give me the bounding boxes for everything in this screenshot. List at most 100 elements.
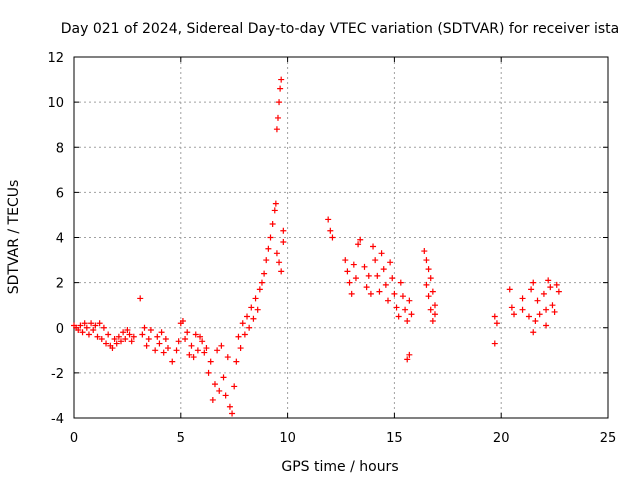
data-point — [421, 248, 428, 255]
data-point — [126, 331, 133, 338]
y-tick-label: 12 — [47, 51, 64, 66]
data-point — [120, 329, 127, 336]
data-point — [203, 345, 210, 352]
data-point — [348, 290, 355, 297]
data-point — [267, 234, 274, 241]
data-point — [214, 347, 221, 354]
data-point — [363, 284, 370, 291]
data-point — [81, 320, 88, 327]
x-tick-label: 20 — [493, 431, 510, 446]
data-point — [128, 338, 135, 345]
data-point — [184, 329, 191, 336]
data-point — [220, 374, 227, 381]
data-point — [530, 329, 537, 336]
data-point — [158, 329, 165, 336]
data-point — [122, 336, 129, 343]
data-point — [532, 317, 539, 324]
x-tick-label: 25 — [600, 431, 617, 446]
data-point — [224, 354, 231, 361]
grid-lines — [74, 57, 608, 418]
data-point — [256, 286, 263, 293]
data-point — [374, 272, 381, 279]
data-point — [397, 279, 404, 286]
data-point — [88, 320, 95, 327]
data-point — [346, 279, 353, 286]
data-point — [109, 345, 116, 352]
data-point — [525, 313, 532, 320]
x-tick-label: 15 — [386, 431, 403, 446]
data-point — [269, 220, 276, 227]
data-point — [344, 268, 351, 275]
y-axis-label: SDTVAR / TECUs — [6, 180, 22, 295]
data-point — [376, 288, 383, 295]
data-point — [201, 349, 208, 356]
data-point — [235, 333, 242, 340]
data-point — [391, 290, 398, 297]
data-point — [382, 281, 389, 288]
data-point — [261, 270, 268, 277]
data-point — [143, 342, 150, 349]
data-point — [549, 302, 556, 309]
data-point — [105, 331, 112, 338]
data-point — [164, 345, 171, 352]
data-point — [365, 272, 372, 279]
data-point — [190, 354, 197, 361]
data-point — [491, 340, 498, 347]
data-point — [551, 308, 558, 315]
data-point — [141, 324, 148, 331]
data-point — [169, 358, 176, 365]
data-point — [423, 257, 430, 264]
data-point — [387, 259, 394, 266]
data-point — [357, 236, 364, 243]
data-point — [540, 290, 547, 297]
data-point — [75, 327, 82, 334]
y-tick-label: 8 — [56, 141, 64, 156]
data-point — [380, 266, 387, 273]
data-point — [218, 342, 225, 349]
data-point — [404, 317, 411, 324]
data-point — [491, 313, 498, 320]
data-point — [90, 327, 97, 334]
data-point — [519, 306, 526, 313]
data-point — [152, 347, 159, 354]
data-point — [543, 322, 550, 329]
data-point — [350, 261, 357, 268]
data-point — [85, 331, 92, 338]
data-point — [113, 340, 120, 347]
data-point — [431, 311, 438, 318]
data-point — [265, 245, 272, 252]
data-point — [271, 207, 278, 214]
data-point — [248, 304, 255, 311]
data-point — [384, 297, 391, 304]
data-point — [197, 333, 204, 340]
data-point — [186, 351, 193, 358]
x-tick-label: 5 — [177, 431, 185, 446]
data-point — [429, 317, 436, 324]
data-point — [406, 351, 413, 358]
data-point — [528, 286, 535, 293]
chart-title: Day 021 of 2024, Sidereal Day-to-day VTE… — [61, 21, 619, 37]
data-point — [555, 288, 562, 295]
data-point — [211, 381, 218, 388]
data-point — [250, 315, 257, 322]
data-point — [508, 304, 515, 311]
data-point — [96, 320, 103, 327]
data-point — [137, 295, 144, 302]
y-tick-label: 10 — [47, 96, 64, 111]
data-point — [111, 336, 118, 343]
data-point — [222, 392, 229, 399]
data-point — [355, 241, 362, 248]
data-point — [536, 311, 543, 318]
data-point — [130, 333, 137, 340]
data-point — [162, 336, 169, 343]
y-tick-label: -4 — [51, 412, 64, 427]
data-point — [103, 340, 110, 347]
data-point — [273, 126, 280, 133]
data-point — [188, 342, 195, 349]
data-point — [175, 338, 182, 345]
data-point — [511, 311, 518, 318]
data-point — [216, 387, 223, 394]
data-point — [402, 306, 409, 313]
data-point — [237, 345, 244, 352]
